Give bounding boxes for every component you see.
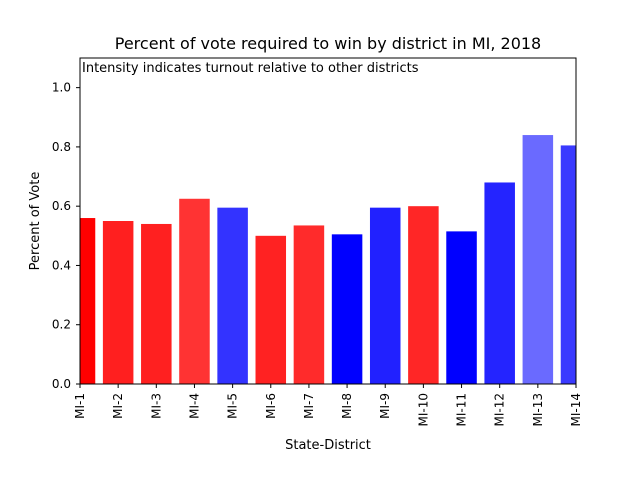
bar-mi-1 [80,218,96,384]
bar-mi-6 [255,235,287,384]
x-tick-label-mi-2: MI-2 [111,393,125,419]
x-tick-label-mi-1: MI-1 [73,393,87,419]
x-tick-label-mi-9: MI-9 [378,393,392,419]
bar-mi-14 [560,145,576,384]
x-tick-label-mi-13: MI-13 [531,393,545,427]
bar-mi-7 [293,225,325,384]
y-axis-label: Percent of Vote [28,172,43,271]
x-axis-ticks: MI-1 MI-2 MI-3 MI-4 MI-5 MI-6 MI-7 MI-8 MI-9 MI-1… [73,384,583,427]
x-tick-label-mi-8: MI-8 [340,393,354,419]
y-tick-label: 1.0 [52,81,71,95]
bar-mi-4 [179,198,210,384]
bar-mi-10 [408,206,439,384]
bar-mi-11 [446,231,477,384]
y-tick-label: 0.4 [52,258,71,272]
bar-mi-13 [522,135,554,384]
y-tick-label: 0.6 [52,199,71,213]
x-tick-label-mi-10: MI-10 [416,393,430,427]
x-tick-label-mi-4: MI-4 [187,393,201,419]
x-tick-label-mi-3: MI-3 [149,393,163,419]
bar-mi-5 [217,207,248,384]
y-axis-ticks: 0.0 0.2 0.4 0.6 0.8 1.0 [52,81,80,391]
x-tick-label-mi-12: MI-12 [493,393,507,427]
plot-frame [79,57,577,385]
y-tick-label: 0.2 [52,318,71,332]
bars-group [80,135,576,384]
x-axis-label: State-District [285,438,371,453]
bar-mi-2 [102,221,134,384]
x-tick-label-mi-11: MI-11 [455,393,469,427]
x-tick-label-mi-6: MI-6 [264,393,278,419]
bar-mi-12 [484,182,515,384]
x-tick-label-mi-14: MI-14 [569,393,583,427]
y-tick-label: 0.8 [52,140,71,154]
chart-title: Percent of vote required to win by distr… [115,34,541,53]
bar-mi-3 [141,223,172,384]
x-tick-label-mi-7: MI-7 [302,393,316,419]
bar-mi-8 [331,234,363,384]
y-tick-label: 0.0 [52,377,71,391]
bar-mi-9 [369,207,401,384]
chart-annotation: Intensity indicates turnout relative to … [82,61,419,76]
x-tick-label-mi-5: MI-5 [226,393,240,419]
